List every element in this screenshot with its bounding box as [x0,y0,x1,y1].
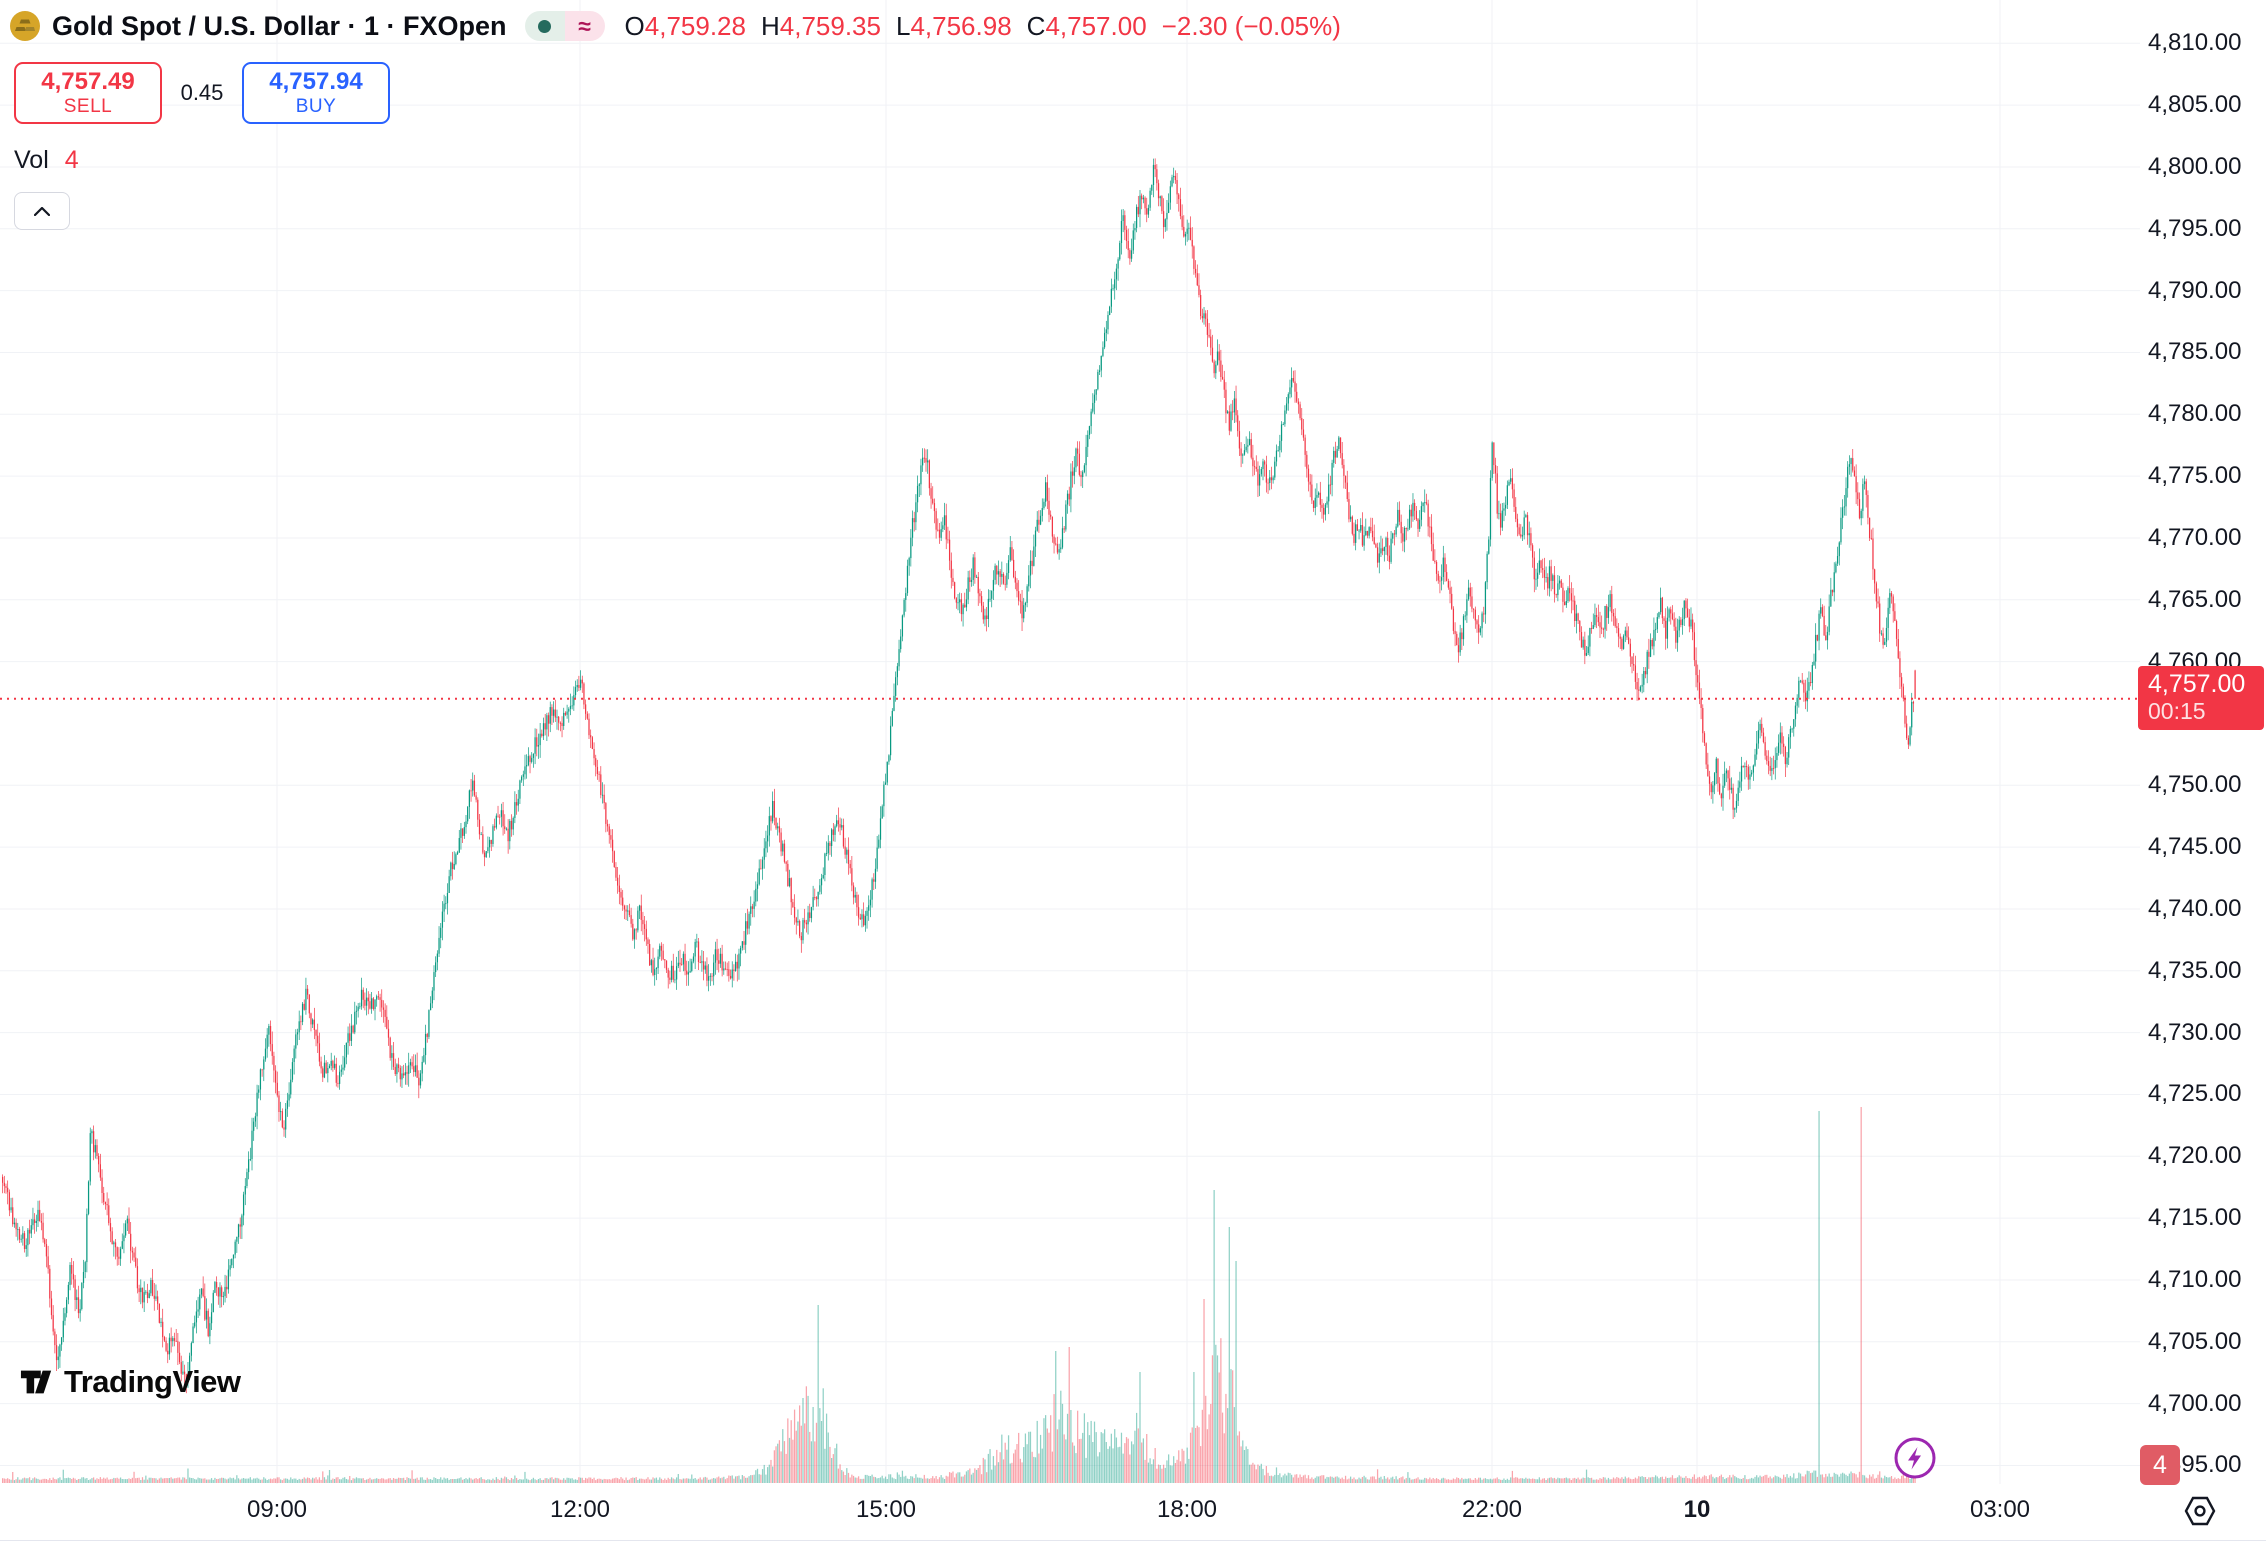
buy-price: 4,757.94 [269,67,363,95]
spread-value: 0.45 [180,80,224,105]
gold-symbol-icon[interactable] [10,11,40,41]
buy-label: BUY [295,95,337,117]
price-tick-label: 4,700.00 [2148,1389,2242,1417]
time-tick-label: 12:00 [549,1496,611,1523]
price-tick-label: 4,765.00 [2148,585,2242,613]
data-status-icon [524,11,565,41]
price-tick-label: 4,775.00 [2148,462,2242,490]
ohlc-values: O4,759.28 H4,759.35 L4,756.98 C4,757.00 … [625,11,1341,42]
chevron-up-icon [34,206,50,216]
time-tick-label: 09:00 [246,1496,308,1523]
candles [2,158,1916,1394]
change-value: −2.30 (−0.05%) [1161,10,1341,41]
sell-button[interactable]: 4,757.49 SELL [14,62,162,124]
low-value: 4,756.98 [910,10,1012,41]
lightning-icon [1894,1437,1936,1479]
volume-value: 4 [64,146,79,174]
bar-countdown: 00:15 [2148,698,2206,725]
instant-order-button[interactable] [1893,1436,1937,1480]
time-tick-label: 18:00 [1156,1496,1218,1523]
price-tick-label: 4,735.00 [2148,956,2242,984]
market-status-pill[interactable]: ≈ [524,11,605,41]
close-value: 4,757.00 [1045,10,1147,41]
tradingview-logo[interactable]: TradingView [20,1364,241,1400]
price-tick-label: 4,785.00 [2148,338,2242,366]
price-tick-label: 4,740.00 [2148,894,2242,922]
volume-bars [2,1107,1916,1483]
price-tick-label: 4,810.00 [2148,29,2242,57]
time-tick-label: 10 [1683,1496,1711,1523]
price-tick-label: 4,770.00 [2148,523,2242,551]
volume-indicator-legend[interactable]: Vol 4 [14,146,79,175]
time-tick-label: 15:00 [855,1496,917,1523]
price-tick-label: 4,720.00 [2148,1142,2242,1170]
price-tick-label: 4,745.00 [2148,833,2242,861]
symbol-header: Gold Spot / U.S. Dollar · 1 · FXOpen ≈ O… [10,8,1341,44]
price-tick-label: 4,725.00 [2148,1080,2242,1108]
sell-label: SELL [63,95,113,117]
close-letter: C [1026,10,1046,41]
current-volume-badge: 4 [2140,1445,2180,1486]
time-tick-label: 03:00 [1969,1496,2031,1523]
high-value: 4,759.35 [779,10,881,41]
low-letter: L [895,10,911,41]
symbol-title[interactable]: Gold Spot / U.S. Dollar · 1 · FXOpen [52,10,507,41]
sell-price: 4,757.49 [41,67,135,95]
time-axis-settings-button[interactable] [2183,1496,2217,1526]
high-letter: H [760,10,780,41]
tradingview-logo-text: TradingView [64,1364,241,1399]
price-tick-label: 4,795.00 [2148,214,2242,242]
price-tick-label: 4,750.00 [2148,771,2242,799]
gridlines [0,0,2140,1484]
price-tick-label: 4,805.00 [2148,91,2242,119]
price-tick-label: 4,715.00 [2148,1204,2242,1232]
collapse-pane-button[interactable] [14,192,70,230]
trade-buttons: 4,757.49 SELL 0.45 4,757.94 BUY [14,62,390,124]
price-tick-label: 4,800.00 [2148,152,2242,180]
delayed-data-icon: ≈ [564,11,605,41]
tradingview-logo-icon [20,1370,52,1394]
price-tick-label: 4,705.00 [2148,1327,2242,1355]
price-tick-label: 4,790.00 [2148,276,2242,304]
buy-button[interactable]: 4,757.94 BUY [242,62,390,124]
axis-separator [0,1540,2266,1541]
current-price-value: 4,757.00 [2148,669,2246,698]
price-tick-label: 4,780.00 [2148,400,2242,428]
open-letter: O [624,10,645,41]
price-tick-label: 4,730.00 [2148,1018,2242,1046]
volume-label: Vol [14,146,49,174]
time-tick-label: 22:00 [1461,1496,1523,1523]
price-tick-label: 4,710.00 [2148,1265,2242,1293]
open-value: 4,759.28 [644,10,746,41]
gear-icon [2184,1496,2216,1526]
current-price-tag: 4,757.00 00:15 [2138,665,2264,730]
